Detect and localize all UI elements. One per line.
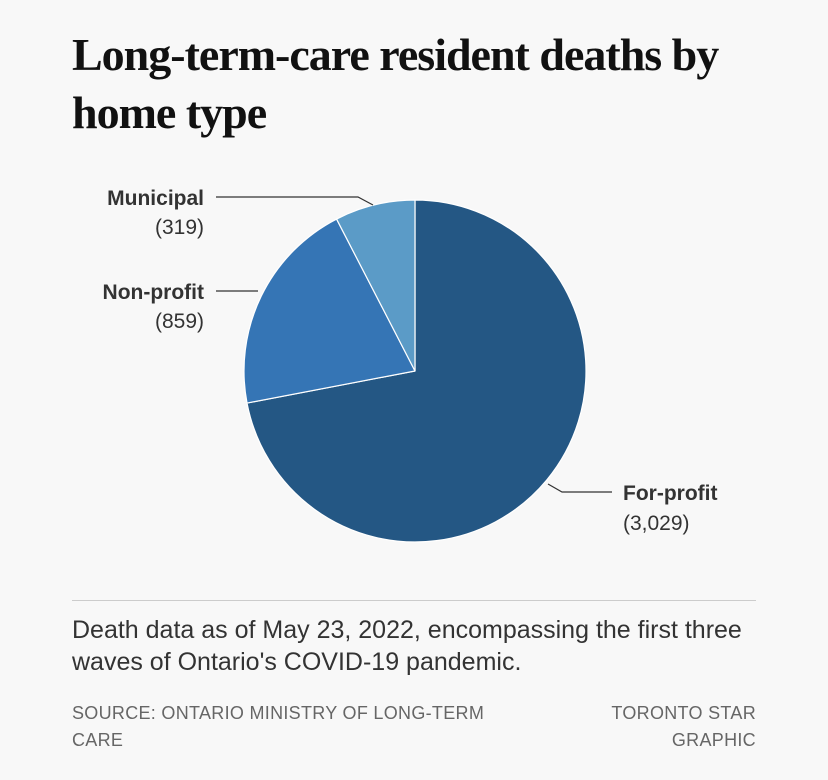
slice-label-municipal: Municipal <box>107 187 204 210</box>
slice-value-non-profit: (859) <box>155 310 204 333</box>
pie-slice-non-profit <box>243 218 416 404</box>
leader-line-municipal <box>216 196 374 206</box>
leader-line-for-profit <box>547 483 612 493</box>
chart-title: Long-term-care resident deaths by home t… <box>72 29 719 138</box>
slice-value-for-profit: (3,029) <box>623 512 690 535</box>
pie-slice-for-profit <box>246 199 587 543</box>
pie-slice-municipal <box>335 199 416 372</box>
slice-label-for-profit: For-profit <box>623 482 717 505</box>
graphic-credit: TORONTO STAR GRAPHIC <box>611 703 756 750</box>
slice-label-non-profit: Non-profit <box>103 281 204 304</box>
slice-value-municipal: (319) <box>155 216 204 239</box>
chart-note: Death data as of May 23, 2022, encompass… <box>72 616 742 676</box>
divider <box>72 600 756 601</box>
pie-chart: For-profit (3,029) Non-profit (859) Municipa… <box>103 187 717 543</box>
source-credit: SOURCE: ONTARIO MINISTRY OF LONG-TERM CA… <box>72 703 485 750</box>
